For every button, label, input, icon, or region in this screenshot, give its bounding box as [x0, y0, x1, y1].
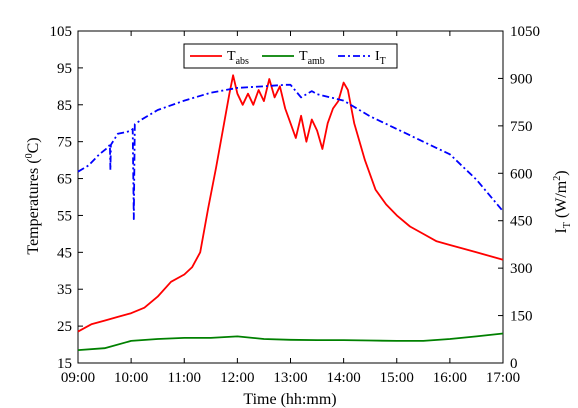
x-tick-label: 15:00	[380, 370, 414, 386]
series-line-i-t	[77, 83, 504, 220]
series-line-t-abs	[77, 74, 504, 333]
y-left-tick-label: 105	[50, 24, 73, 40]
x-tick-label: 12:00	[220, 370, 254, 386]
x-axis-label: Time (hh:mm)	[243, 391, 336, 408]
y-axis-left-label: Temperatures (0C)	[24, 137, 42, 254]
x-tick-label: 16:00	[433, 370, 467, 386]
y-right-tick-label: 600	[510, 166, 533, 182]
y-left-tick-label: 95	[57, 61, 72, 77]
x-tick-label: 09:00	[61, 370, 95, 386]
y-left-tick-label: 35	[57, 282, 72, 298]
legend: Tabs Tamb IT	[183, 43, 398, 69]
y-axis-right: 0 150 300 450 600 750 900 1050	[498, 24, 540, 372]
y-left-tick-label: 55	[57, 208, 72, 224]
y-right-tick-label: 1050	[510, 24, 540, 40]
y-left-tick-label: 75	[57, 135, 72, 151]
y-right-tick-label: 450	[510, 214, 533, 230]
series-line-t-amb	[77, 332, 504, 351]
legend-label-t-abs: Tabs	[227, 49, 249, 67]
series-group	[77, 74, 504, 351]
y-right-tick-label: 300	[510, 261, 533, 277]
x-tick-label: 17:00	[486, 370, 520, 386]
y-right-tick-label: 900	[510, 71, 533, 87]
y-right-tick-label: 750	[510, 119, 533, 135]
x-tick-label: 14:00	[327, 370, 361, 386]
y-axis-right-label: IT (W/m2)	[552, 170, 573, 233]
legend-label-t-amb: Tamb	[299, 49, 325, 67]
y-left-tick-label: 15	[57, 356, 72, 372]
y-left-tick-label: 25	[57, 319, 72, 335]
y-left-tick-label: 45	[57, 245, 72, 261]
x-tick-label: 11:00	[167, 370, 201, 386]
y-right-tick-label: 0	[510, 356, 518, 372]
x-tick-label: 10:00	[114, 370, 148, 386]
x-tick-label: 13:00	[273, 370, 307, 386]
legend-label-i-t: IT	[375, 49, 386, 67]
y-axis-left: 15 25 35 45 55 65 75 85 95 105	[50, 24, 83, 372]
y-left-tick-label: 85	[57, 98, 72, 114]
x-axis: 09:00 10:00 11:00 12:00 13:00 14:00 15:00 16:00…	[61, 31, 520, 386]
y-right-tick-label: 150	[510, 309, 533, 325]
plot-frame	[77, 30, 504, 364]
y-left-tick-label: 65	[57, 172, 72, 188]
